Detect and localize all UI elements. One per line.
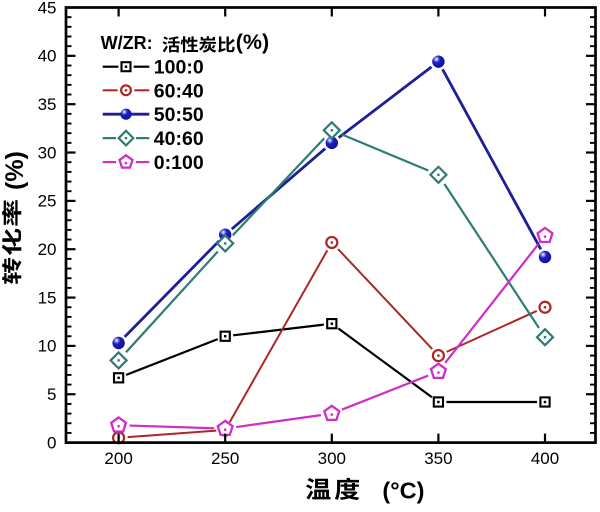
- svg-text:15: 15: [38, 288, 57, 307]
- svg-text:30: 30: [38, 143, 57, 162]
- svg-text:35: 35: [38, 95, 57, 114]
- svg-text:350: 350: [424, 449, 452, 468]
- svg-text:0:100: 0:100: [154, 152, 204, 174]
- svg-text:50:50: 50:50: [154, 104, 204, 126]
- svg-text:40: 40: [38, 47, 57, 66]
- svg-text:100:0: 100:0: [154, 57, 204, 79]
- svg-text:(%): (%): [236, 30, 269, 54]
- svg-text:20: 20: [38, 240, 57, 259]
- svg-text:10: 10: [38, 337, 57, 356]
- svg-text:400: 400: [531, 449, 559, 468]
- svg-text:25: 25: [38, 192, 57, 211]
- svg-text:250: 250: [211, 449, 239, 468]
- svg-text:(°C): (°C): [382, 477, 424, 503]
- svg-text:60:40: 60:40: [154, 80, 204, 102]
- svg-text:5: 5: [47, 385, 56, 404]
- svg-text:(%): (%): [1, 151, 29, 190]
- svg-text:300: 300: [318, 449, 346, 468]
- svg-text:45: 45: [38, 0, 57, 17]
- svg-text:0: 0: [47, 433, 56, 452]
- svg-text:40:60: 40:60: [154, 128, 204, 150]
- svg-text:W/ZR:: W/ZR:: [101, 33, 153, 53]
- svg-text:200: 200: [104, 449, 132, 468]
